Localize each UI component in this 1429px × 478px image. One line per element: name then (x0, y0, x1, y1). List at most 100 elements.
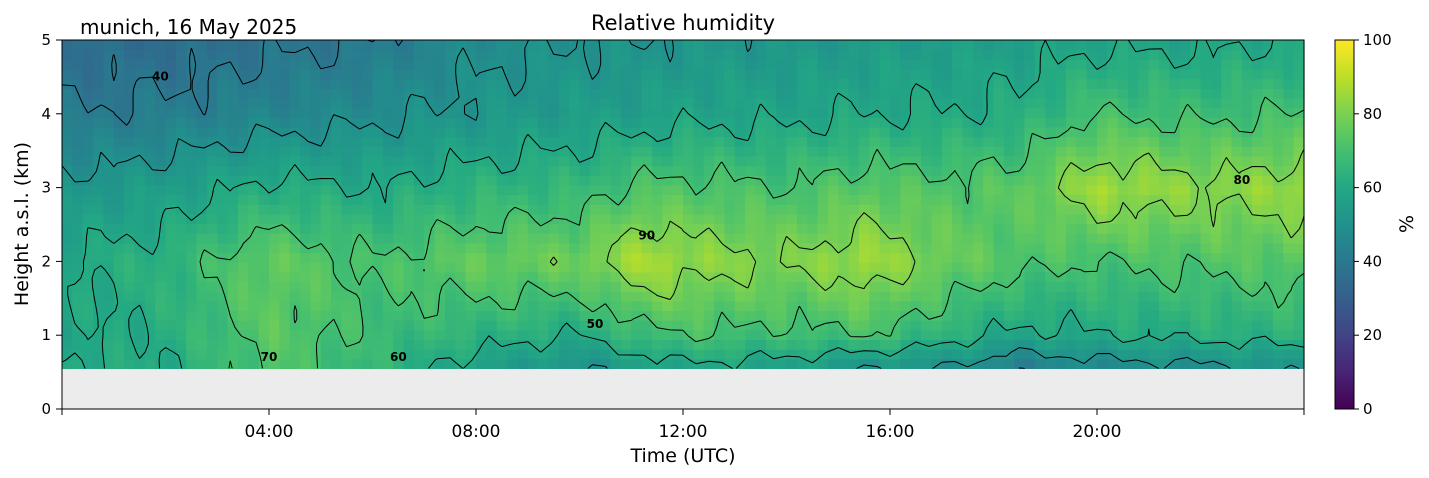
heatmap-cell (848, 349, 860, 360)
heatmap-cell (1097, 223, 1108, 234)
heatmap-cell (424, 349, 436, 360)
heatmap-cell (1272, 320, 1284, 331)
heatmap-cell (993, 175, 1005, 186)
x-tick-label: 12:00 (659, 422, 708, 442)
heatmap-cell (776, 194, 788, 205)
heatmap-cell (372, 97, 384, 109)
heatmap-cell (372, 339, 384, 350)
heatmap-cell (476, 194, 487, 205)
heatmap-cell (144, 136, 156, 147)
heatmap-cell (600, 146, 612, 157)
heatmap-cell (1076, 262, 1088, 273)
heatmap-cell (796, 281, 808, 292)
heatmap-cell (827, 223, 839, 234)
heatmap-cell (486, 233, 498, 244)
heatmap-cell (124, 339, 136, 350)
heatmap-cell (631, 349, 643, 360)
heatmap-cell (1086, 281, 1098, 292)
heatmap-cell (1138, 126, 1150, 138)
heatmap-cell (1200, 281, 1212, 292)
heatmap-cell (320, 136, 332, 147)
heatmap-cell (900, 175, 912, 186)
heatmap-cell (444, 49, 456, 60)
heatmap-cell (124, 126, 136, 138)
heatmap-cell (1117, 165, 1129, 176)
heatmap-cell (1200, 107, 1212, 118)
heatmap-cell (465, 291, 477, 302)
heatmap-cell (1272, 78, 1284, 89)
heatmap-cell (486, 329, 498, 341)
heatmap-cell (817, 194, 829, 205)
heatmap-cell (941, 320, 953, 331)
heatmap-cell (196, 126, 208, 138)
heatmap-cell (434, 204, 446, 215)
heatmap-cell (206, 310, 218, 321)
heatmap-cell (714, 252, 725, 263)
heatmap-cell (424, 233, 436, 244)
heatmap-cell (1200, 252, 1212, 263)
heatmap-cell (796, 68, 808, 80)
heatmap-cell (1221, 233, 1233, 244)
heatmap-cell (382, 146, 394, 157)
heatmap-cell (662, 349, 674, 360)
heatmap-cell (538, 204, 550, 215)
heatmap-cell (1190, 40, 1202, 51)
heatmap-cell (1117, 262, 1129, 273)
heatmap-cell (610, 339, 622, 350)
heatmap-cell (879, 271, 891, 283)
heatmap-cell (403, 339, 415, 350)
heatmap-cell (858, 252, 870, 263)
heatmap-cell (641, 175, 653, 186)
heatmap-cell (527, 339, 539, 350)
heatmap-cell (879, 40, 891, 51)
heatmap-cell (444, 223, 456, 234)
heatmap-cell (776, 358, 788, 370)
heatmap-cell (124, 300, 136, 312)
heatmap-cell (144, 40, 156, 51)
colorbar-gradient (1334, 39, 1355, 410)
heatmap-cell (310, 126, 322, 138)
heatmap-cell (196, 136, 208, 147)
heatmap-cell (1231, 146, 1243, 157)
heatmap-cell (351, 281, 363, 292)
heatmap-cell (1148, 117, 1160, 128)
heatmap-cell (1293, 184, 1305, 196)
heatmap-cell (931, 291, 943, 302)
heatmap-cell (486, 310, 498, 321)
heatmap-cell (476, 146, 487, 157)
heatmap-cell (165, 136, 177, 147)
heatmap-cell (900, 204, 912, 215)
heatmap-cell (1272, 281, 1284, 292)
heatmap-cell (1231, 358, 1243, 370)
heatmap-cell (714, 262, 725, 273)
heatmap-cell (972, 300, 984, 312)
heatmap-cell (496, 126, 508, 138)
heatmap-cell (300, 136, 311, 147)
heatmap-cell (672, 300, 684, 312)
heatmap-cell (641, 213, 653, 225)
heatmap-cell (341, 194, 353, 205)
heatmap-cell (693, 339, 705, 350)
heatmap-cell (507, 59, 518, 70)
heatmap-cell (227, 155, 239, 167)
heatmap-cell (1065, 165, 1077, 176)
heatmap-cell (714, 175, 725, 186)
heatmap-cell (134, 281, 146, 292)
heatmap-cell (103, 339, 115, 350)
heatmap-cell (1014, 184, 1026, 196)
heatmap-cell (134, 271, 146, 283)
heatmap-cell (113, 175, 125, 186)
heatmap-cell (93, 252, 104, 263)
heatmap-cell (103, 59, 115, 70)
heatmap-cell (1179, 194, 1191, 205)
heatmap-cell (1086, 165, 1098, 176)
heatmap-cell (869, 155, 881, 167)
heatmap-cell (186, 194, 198, 205)
heatmap-cell (1117, 291, 1129, 302)
heatmap-cell (62, 136, 73, 147)
heatmap-cell (393, 339, 405, 350)
heatmap-cell (890, 358, 901, 370)
heatmap-cell (693, 233, 705, 244)
heatmap-cell (1169, 155, 1181, 167)
